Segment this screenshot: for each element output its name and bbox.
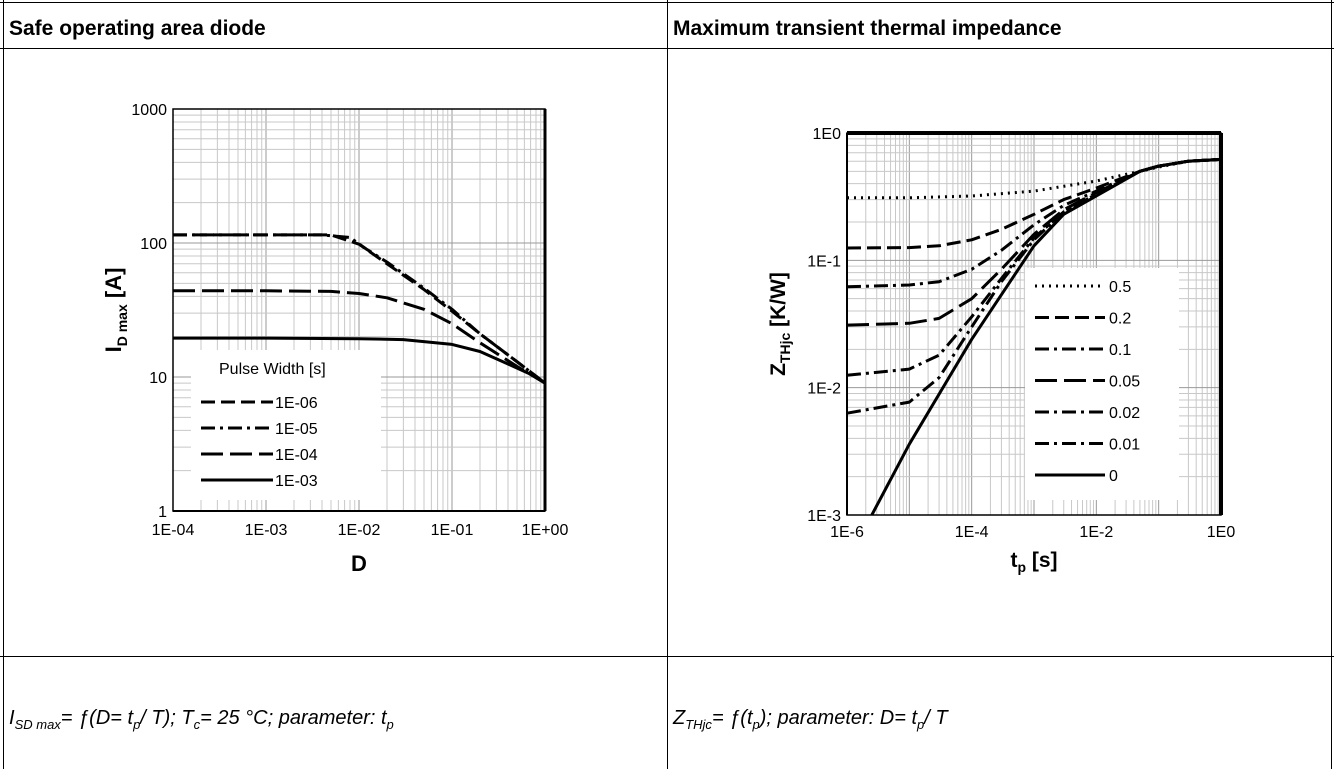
x-tick-label: 1E0 (1207, 524, 1236, 541)
legend-entry: 0.2 (1109, 311, 1131, 328)
table-border-left (3, 0, 4, 769)
series-line-1E-05 (173, 233, 546, 385)
left-caption: ISD max= ƒ(D= tp/ T); Tc= 25 °C; paramet… (9, 707, 394, 732)
series-line-0.5 (847, 157, 1222, 200)
x-tick-label: 1E-4 (955, 524, 989, 541)
x-tick-label: 1E+00 (522, 522, 569, 539)
y-axis-label: ID max [A] (101, 268, 130, 353)
x-tick-label: 1E-01 (431, 522, 474, 539)
x-axis-label: tp [s] (1010, 549, 1057, 575)
chart1-legend: Pulse Width [s] 1E-06 1E-05 1E-04 1E-03 (191, 350, 381, 500)
legend-box (191, 350, 381, 500)
chart2-axis-labels: tp [s] ZTHjc [K/W] (767, 272, 1058, 575)
series-line-1E-03 (173, 336, 546, 385)
right-caption: ZTHjc= ƒ(tp); parameter: D= tp/ T (673, 707, 948, 732)
legend-box (1025, 268, 1179, 500)
chart2-series (846, 157, 1222, 516)
chart2-ticks: 1E-6 1E-4 1E-2 1E0 1E-3 1E-2 1E-1 1E0 (807, 126, 1235, 541)
x-tick-label: 1E-6 (830, 524, 864, 541)
legend-entry: 1E-05 (275, 421, 318, 438)
series-line-0.1 (846, 157, 1222, 289)
x-tick-label: 1E-2 (1079, 524, 1113, 541)
chart1-series (173, 233, 546, 385)
y-tick-label: 100 (140, 236, 167, 253)
legend-entry: 1E-03 (275, 473, 318, 490)
legend-entry: 0.05 (1109, 374, 1140, 391)
y-tick-label: 1000 (131, 102, 167, 119)
y-tick-label: 1E-2 (807, 381, 841, 398)
legend-entry: 0.01 (1109, 437, 1140, 454)
x-tick-label: 1E-04 (152, 522, 195, 539)
y-tick-label: 1E-3 (807, 508, 841, 525)
series-line-0.02 (846, 157, 1222, 377)
y-tick-label: 1E-1 (807, 253, 841, 270)
legend-entry: 0.02 (1109, 405, 1140, 422)
x-tick-label: 1E-02 (338, 522, 381, 539)
series-line-1E-04 (173, 289, 546, 385)
chart2-legend: 0.5 0.2 0.1 0.05 0.02 0.01 0 (1025, 268, 1179, 500)
chart1-ticks: 1E-04 1E-03 1E-02 1E-01 1E+00 1 10 100 1000 (131, 102, 568, 539)
legend-entry: 0 (1109, 468, 1118, 485)
legend-title: Pulse Width [s] (219, 361, 326, 378)
y-axis-label: ZTHjc [K/W] (767, 272, 793, 376)
legend-entry: 0.1 (1109, 342, 1131, 359)
x-tick-label: 1E-03 (245, 522, 288, 539)
legend-entry: 1E-04 (275, 447, 318, 464)
x-axis-label: D (351, 551, 367, 576)
left-panel-title: Safe operating area diode (9, 17, 266, 40)
series-line-0 (870, 157, 1222, 516)
thermal-impedance-chart: 1E-6 1E-4 1E-2 1E0 1E-3 1E-2 1E-1 1E0 0.5 0.2 0.1… (767, 126, 1235, 575)
y-tick-label: 10 (149, 370, 167, 387)
legend-entry: 0.5 (1109, 279, 1131, 296)
y-tick-label: 1E0 (813, 126, 842, 143)
y-tick-label: 1 (158, 504, 167, 521)
column-divider (667, 0, 668, 769)
soa-diode-chart: 1E-04 1E-03 1E-02 1E-01 1E+00 1 10 100 1000 Puls… (101, 102, 568, 576)
right-panel-title: Maximum transient thermal impedance (673, 17, 1062, 40)
chart1-axis-labels: D ID max [A] (101, 268, 367, 576)
legend-entry: 1E-06 (275, 395, 318, 412)
series-line-0.01 (846, 157, 1222, 415)
table-border-right (1331, 0, 1332, 769)
